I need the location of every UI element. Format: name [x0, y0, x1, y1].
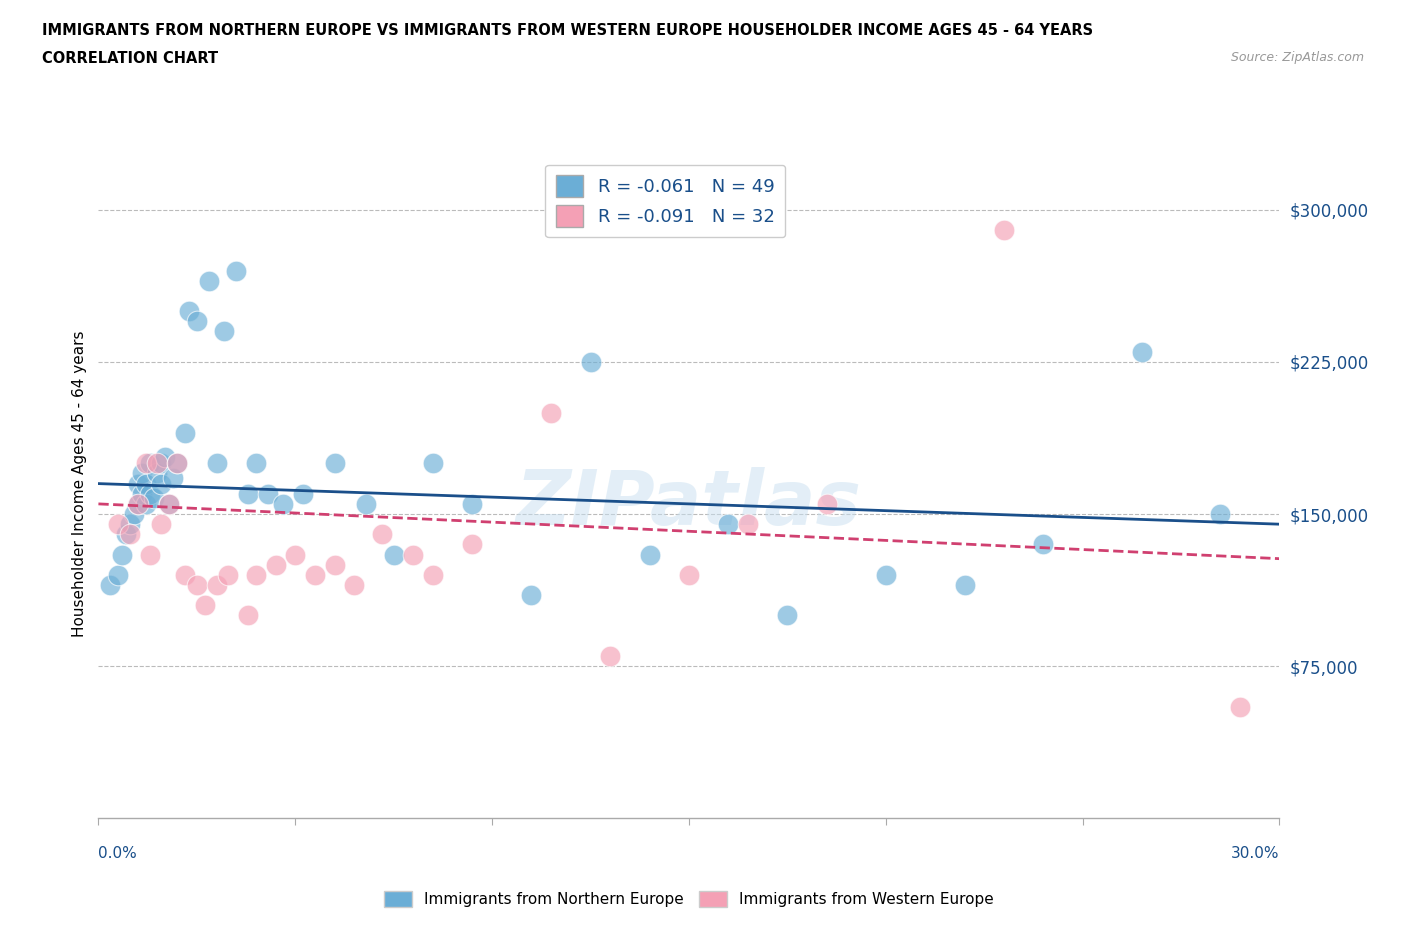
- Point: [354, 497, 377, 512]
- Point: [599, 648, 621, 663]
- Point: [737, 517, 759, 532]
- Point: [118, 517, 141, 532]
- Point: [142, 490, 165, 505]
- Point: [540, 405, 562, 420]
- Point: [422, 456, 444, 471]
- Text: Source: ZipAtlas.com: Source: ZipAtlas.com: [1230, 51, 1364, 64]
- Point: [157, 497, 180, 512]
- Point: [579, 354, 602, 369]
- Point: [217, 567, 239, 582]
- Point: [174, 425, 197, 440]
- Point: [638, 547, 661, 562]
- Point: [678, 567, 700, 582]
- Point: [118, 527, 141, 542]
- Point: [205, 456, 228, 471]
- Point: [225, 263, 247, 278]
- Point: [111, 547, 134, 562]
- Point: [186, 313, 208, 328]
- Point: [323, 557, 346, 572]
- Point: [371, 527, 394, 542]
- Point: [1229, 699, 1251, 714]
- Text: IMMIGRANTS FROM NORTHERN EUROPE VS IMMIGRANTS FROM WESTERN EUROPE HOUSEHOLDER IN: IMMIGRANTS FROM NORTHERN EUROPE VS IMMIG…: [42, 23, 1094, 38]
- Point: [186, 578, 208, 592]
- Point: [122, 507, 145, 522]
- Point: [162, 470, 184, 485]
- Point: [131, 486, 153, 501]
- Point: [138, 547, 160, 562]
- Point: [98, 578, 121, 592]
- Point: [214, 324, 236, 339]
- Point: [245, 567, 267, 582]
- Point: [382, 547, 405, 562]
- Point: [1209, 507, 1232, 522]
- Point: [323, 456, 346, 471]
- Point: [135, 497, 157, 512]
- Point: [115, 527, 138, 542]
- Y-axis label: Householder Income Ages 45 - 64 years: Householder Income Ages 45 - 64 years: [72, 330, 87, 637]
- Point: [953, 578, 976, 592]
- Legend: R = -0.061   N = 49, R = -0.091   N = 32: R = -0.061 N = 49, R = -0.091 N = 32: [546, 165, 786, 237]
- Point: [131, 466, 153, 481]
- Point: [138, 456, 160, 471]
- Point: [150, 476, 173, 491]
- Point: [236, 486, 259, 501]
- Point: [146, 456, 169, 471]
- Point: [166, 456, 188, 471]
- Point: [150, 517, 173, 532]
- Text: 0.0%: 0.0%: [98, 846, 138, 861]
- Point: [343, 578, 366, 592]
- Point: [422, 567, 444, 582]
- Point: [127, 497, 149, 512]
- Point: [177, 304, 200, 319]
- Point: [245, 456, 267, 471]
- Point: [146, 466, 169, 481]
- Point: [776, 608, 799, 623]
- Point: [304, 567, 326, 582]
- Point: [174, 567, 197, 582]
- Point: [155, 450, 177, 465]
- Point: [236, 608, 259, 623]
- Text: ZIPatlas: ZIPatlas: [516, 467, 862, 540]
- Point: [993, 222, 1015, 237]
- Point: [273, 497, 295, 512]
- Point: [1032, 537, 1054, 551]
- Point: [256, 486, 278, 501]
- Point: [461, 497, 484, 512]
- Point: [205, 578, 228, 592]
- Point: [461, 537, 484, 551]
- Point: [1130, 344, 1153, 359]
- Point: [135, 456, 157, 471]
- Point: [138, 486, 160, 501]
- Text: 30.0%: 30.0%: [1232, 846, 1279, 861]
- Point: [127, 497, 149, 512]
- Point: [166, 456, 188, 471]
- Point: [264, 557, 287, 572]
- Point: [157, 497, 180, 512]
- Point: [402, 547, 425, 562]
- Point: [135, 476, 157, 491]
- Point: [107, 517, 129, 532]
- Point: [520, 588, 543, 603]
- Point: [150, 456, 173, 471]
- Text: CORRELATION CHART: CORRELATION CHART: [42, 51, 218, 66]
- Point: [107, 567, 129, 582]
- Point: [284, 547, 307, 562]
- Point: [127, 476, 149, 491]
- Point: [717, 517, 740, 532]
- Point: [292, 486, 315, 501]
- Legend: Immigrants from Northern Europe, Immigrants from Western Europe: Immigrants from Northern Europe, Immigra…: [378, 884, 1000, 913]
- Point: [194, 598, 217, 613]
- Point: [875, 567, 897, 582]
- Point: [815, 497, 838, 512]
- Point: [197, 273, 219, 288]
